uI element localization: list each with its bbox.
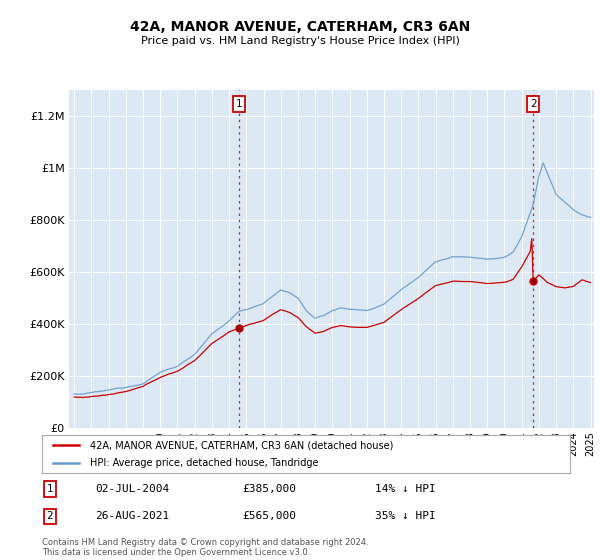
Text: £385,000: £385,000 <box>242 484 296 494</box>
Text: HPI: Average price, detached house, Tandridge: HPI: Average price, detached house, Tand… <box>89 458 318 468</box>
Text: Contains HM Land Registry data © Crown copyright and database right 2024.
This d: Contains HM Land Registry data © Crown c… <box>42 538 368 557</box>
Text: 1: 1 <box>236 99 242 109</box>
Text: 42A, MANOR AVENUE, CATERHAM, CR3 6AN: 42A, MANOR AVENUE, CATERHAM, CR3 6AN <box>130 20 470 34</box>
Text: 2: 2 <box>47 511 53 521</box>
Text: Price paid vs. HM Land Registry's House Price Index (HPI): Price paid vs. HM Land Registry's House … <box>140 36 460 46</box>
Text: 14% ↓ HPI: 14% ↓ HPI <box>374 484 436 494</box>
Text: 2: 2 <box>530 99 536 109</box>
Text: 26-AUG-2021: 26-AUG-2021 <box>95 511 169 521</box>
Text: 35% ↓ HPI: 35% ↓ HPI <box>374 511 436 521</box>
Text: 02-JUL-2004: 02-JUL-2004 <box>95 484 169 494</box>
Text: £565,000: £565,000 <box>242 511 296 521</box>
Text: 1: 1 <box>47 484 53 494</box>
Text: 42A, MANOR AVENUE, CATERHAM, CR3 6AN (detached house): 42A, MANOR AVENUE, CATERHAM, CR3 6AN (de… <box>89 440 393 450</box>
